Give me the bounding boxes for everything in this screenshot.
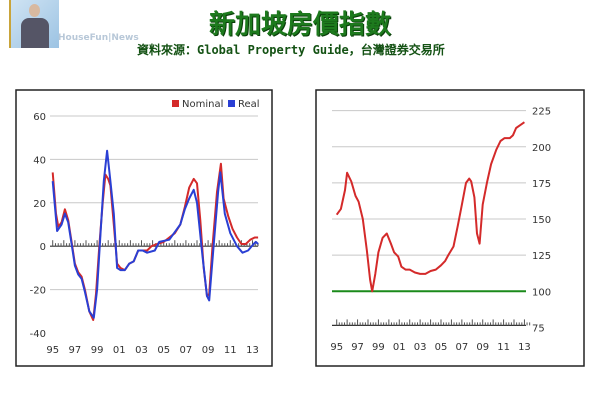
y-tick-label: 20 <box>33 199 46 210</box>
x-tick-label: 05 <box>435 342 448 353</box>
right-chart-frame <box>315 89 585 367</box>
left-chart-frame <box>15 89 273 367</box>
series-line-nominal <box>51 162 259 321</box>
x-tick-label: 13 <box>246 345 259 356</box>
presenter-photo <box>9 0 59 48</box>
x-tick-label: 97 <box>351 342 364 353</box>
x-tick-label: 11 <box>224 345 237 356</box>
y-tick-label: 200 <box>532 143 551 154</box>
page-title: 新加坡房價指數 <box>208 10 391 40</box>
series-line-real <box>51 149 259 319</box>
x-tick-label: 11 <box>497 342 510 353</box>
source-note: 資料來源：Global Property Guide，台灣證券交易所 <box>137 43 445 57</box>
y-tick-label: 150 <box>532 215 551 226</box>
x-tick-label: 09 <box>476 342 489 353</box>
y-tick-label: 75 <box>532 323 545 334</box>
x-tick-label: 03 <box>135 345 148 356</box>
y-tick-label: 175 <box>532 179 551 190</box>
series-line-index <box>335 121 525 293</box>
legend-label-real: Real <box>238 99 260 110</box>
x-tick-label: 01 <box>113 345 126 356</box>
x-tick-label: 01 <box>393 342 406 353</box>
y-tick-label: 125 <box>532 251 551 262</box>
x-tick-label: 99 <box>91 345 104 356</box>
legend-swatch-real <box>228 100 235 107</box>
x-tick-label: 97 <box>69 345 82 356</box>
x-tick-label: 09 <box>202 345 215 356</box>
legend-label-nominal: Nominal <box>182 99 223 110</box>
legend-swatch-nominal <box>172 100 179 107</box>
y-tick-label: 40 <box>33 155 46 166</box>
legend: Nominal Real <box>172 99 260 110</box>
watermark: HouseFun|News <box>58 33 139 43</box>
x-tick-label: 07 <box>180 345 193 356</box>
x-tick-label: 99 <box>372 342 385 353</box>
x-tick-label: 95 <box>46 345 59 356</box>
x-tick-label: 05 <box>157 345 170 356</box>
y-tick-label: 60 <box>33 112 46 123</box>
y-tick-label: 0 <box>40 242 46 253</box>
y-tick-label: 100 <box>532 287 551 298</box>
y-tick-label: -40 <box>30 329 46 340</box>
x-tick-label: 13 <box>518 342 531 353</box>
x-tick-label: 95 <box>330 342 343 353</box>
x-tick-label: 03 <box>414 342 427 353</box>
x-tick-label: 07 <box>455 342 468 353</box>
y-tick-label: 225 <box>532 107 551 118</box>
y-tick-label: -20 <box>30 286 46 297</box>
